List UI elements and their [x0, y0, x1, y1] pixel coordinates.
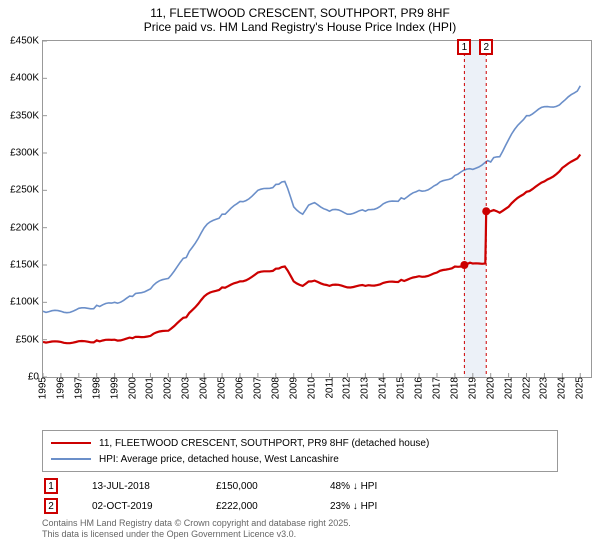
chart-svg [43, 41, 591, 377]
legend-swatch [51, 458, 91, 460]
legend-panel: 11, FLEETWOOD CRESCENT, SOUTHPORT, PR9 8… [42, 430, 558, 472]
x-axis-label: 2003 [181, 377, 192, 403]
legend-label: 11, FLEETWOOD CRESCENT, SOUTHPORT, PR9 8… [99, 438, 429, 449]
x-axis-label: 2012 [342, 377, 353, 403]
x-axis-label: 2002 [163, 377, 174, 403]
plot-area: £0£50K£100K£150K£200K£250K£300K£350K£400… [42, 40, 592, 378]
x-axis-label: 2022 [521, 377, 532, 403]
x-axis-label: 2020 [485, 377, 496, 403]
event-date: 02-OCT-2019 [92, 501, 182, 512]
x-axis-label: 1997 [73, 377, 84, 403]
title-line2: Price paid vs. HM Land Registry's House … [8, 20, 592, 34]
x-axis-label: 2023 [539, 377, 550, 403]
x-axis-label: 2018 [449, 377, 460, 403]
y-axis-label: £200K [10, 222, 43, 233]
event-marker-box: 1 [457, 39, 471, 55]
x-axis-label: 2010 [306, 377, 317, 403]
chart-title: 11, FLEETWOOD CRESCENT, SOUTHPORT, PR9 8… [0, 0, 600, 36]
x-axis-label: 1999 [109, 377, 120, 403]
event-marker-box: 2 [479, 39, 493, 55]
events-table: 1 13-JUL-2018 £150,000 48% ↓ HPI 2 02-OCT-201… [42, 476, 558, 516]
x-axis-label: 2004 [199, 377, 210, 403]
y-axis-label: £350K [10, 110, 43, 121]
x-axis-label: 1996 [55, 377, 66, 403]
attribution-line2: This data is licensed under the Open Gov… [42, 529, 558, 540]
event-pct: 48% ↓ HPI [330, 481, 420, 492]
event-price: £150,000 [216, 481, 296, 492]
series-property [43, 155, 580, 344]
event-price: £222,000 [216, 501, 296, 512]
attribution-line1: Contains HM Land Registry data © Crown c… [42, 518, 558, 529]
attribution: Contains HM Land Registry data © Crown c… [42, 518, 558, 540]
event-row: 1 13-JUL-2018 £150,000 48% ↓ HPI [42, 476, 558, 496]
y-axis-label: £150K [10, 260, 43, 271]
legend-label: HPI: Average price, detached house, West… [99, 454, 339, 465]
x-axis-label: 2007 [252, 377, 263, 403]
x-axis-label: 2009 [288, 377, 299, 403]
x-axis-label: 2025 [575, 377, 586, 403]
y-axis-label: £400K [10, 73, 43, 84]
event-number-box: 1 [44, 478, 58, 494]
legend-swatch [51, 442, 91, 444]
chart: £0£50K£100K£150K£200K£250K£300K£350K£400… [0, 36, 600, 426]
x-axis-label: 2019 [467, 377, 478, 403]
x-axis-label: 2013 [360, 377, 371, 403]
event-row: 2 02-OCT-2019 £222,000 23% ↓ HPI [42, 496, 558, 516]
series-hpi [43, 86, 580, 313]
x-axis-label: 2006 [234, 377, 245, 403]
x-axis-label: 2008 [270, 377, 281, 403]
x-axis-label: 1995 [38, 377, 49, 403]
title-line1: 11, FLEETWOOD CRESCENT, SOUTHPORT, PR9 8… [8, 6, 592, 20]
x-axis-label: 2001 [145, 377, 156, 403]
x-axis-label: 2017 [431, 377, 442, 403]
x-axis-label: 2014 [378, 377, 389, 403]
x-axis-label: 2024 [557, 377, 568, 403]
event-pct: 23% ↓ HPI [330, 501, 420, 512]
x-axis-label: 2015 [396, 377, 407, 403]
y-axis-label: £100K [10, 297, 43, 308]
legend-item: HPI: Average price, detached house, West… [51, 451, 549, 467]
x-axis-label: 1998 [91, 377, 102, 403]
x-axis-label: 2011 [324, 377, 335, 403]
y-axis-label: £50K [16, 334, 43, 345]
x-axis-label: 2021 [503, 377, 514, 403]
y-axis-label: £450K [10, 36, 43, 47]
x-axis-label: 2016 [414, 377, 425, 403]
event-date: 13-JUL-2018 [92, 481, 182, 492]
x-axis-label: 2000 [127, 377, 138, 403]
legend-item: 11, FLEETWOOD CRESCENT, SOUTHPORT, PR9 8… [51, 435, 549, 451]
y-axis-label: £300K [10, 148, 43, 159]
event-number-box: 2 [44, 498, 58, 514]
y-axis-label: £250K [10, 185, 43, 196]
x-axis-label: 2005 [217, 377, 228, 403]
